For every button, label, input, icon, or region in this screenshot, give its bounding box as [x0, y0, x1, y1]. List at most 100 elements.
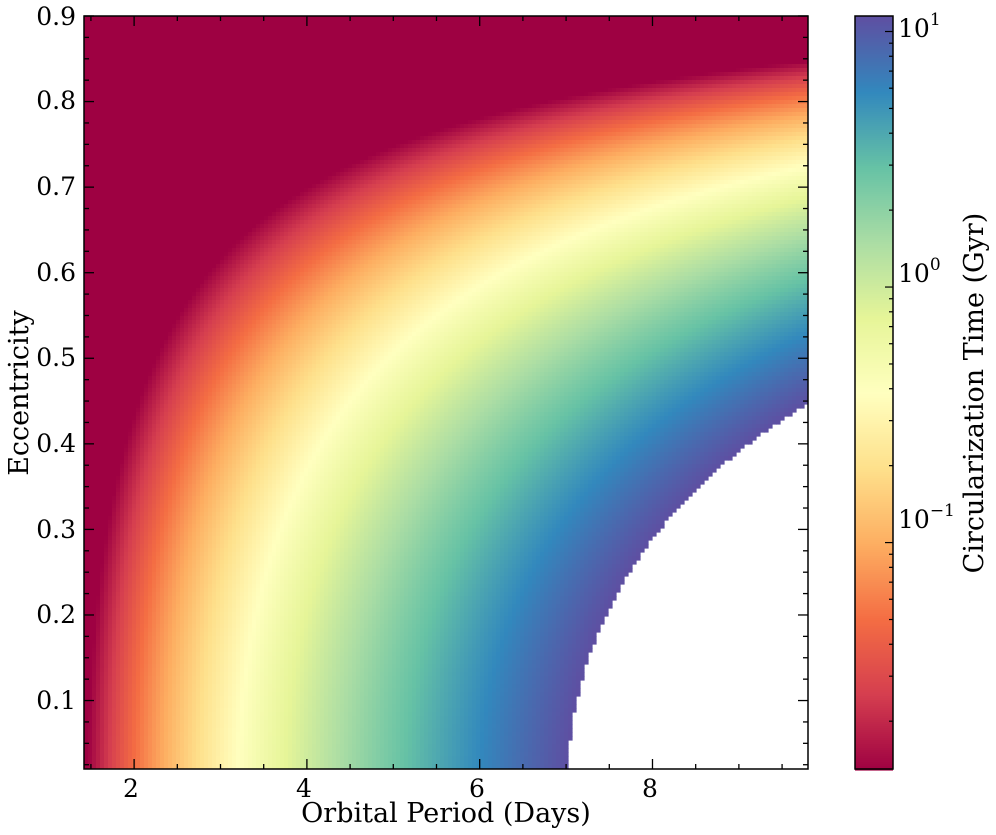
- heatmap-cell: [120, 364, 125, 369]
- heatmap-cell: [136, 632, 141, 637]
- heatmap-cell: [116, 524, 121, 529]
- heatmap-cell: [92, 728, 97, 733]
- heatmap-cell: [144, 568, 149, 573]
- heatmap-cell: [88, 576, 93, 581]
- heatmap-cell: [128, 584, 133, 589]
- heatmap-cell: [92, 760, 97, 765]
- heatmap-cell: [120, 348, 125, 353]
- heatmap-cell: [128, 264, 133, 269]
- heatmap-cell: [148, 176, 153, 181]
- heatmap-cell: [100, 532, 105, 537]
- heatmap-cell: [112, 684, 117, 689]
- heatmap-cell: [92, 640, 97, 645]
- heatmap-cell: [120, 92, 125, 97]
- heatmap-cell: [96, 240, 101, 245]
- heatmap-cell: [132, 76, 137, 81]
- heatmap-cell: [120, 316, 125, 321]
- heatmap-cell: [120, 704, 125, 709]
- heatmap-cell: [116, 220, 121, 225]
- heatmap-cell: [128, 32, 133, 37]
- heatmap-cell: [120, 460, 125, 465]
- heatmap-cell: [104, 584, 109, 589]
- heatmap-cell: [144, 692, 149, 697]
- heatmap-cell: [136, 492, 141, 497]
- heatmap-cell: [148, 96, 153, 101]
- heatmap-cell: [128, 616, 133, 621]
- heatmap-cell: [104, 136, 109, 141]
- heatmap-cell: [112, 576, 117, 581]
- heatmap-cell: [92, 104, 97, 109]
- heatmap-cell: [88, 456, 93, 461]
- heatmap-cell: [144, 200, 149, 205]
- heatmap-cell: [136, 356, 141, 361]
- heatmap-cell: [116, 208, 121, 213]
- heatmap-cell: [112, 264, 117, 269]
- heatmap-cell: [128, 120, 133, 125]
- heatmap-cell: [104, 560, 109, 565]
- heatmap-cell: [96, 576, 101, 581]
- heatmap-cell: [104, 516, 109, 521]
- heatmap-cell: [136, 280, 141, 285]
- heatmap-cell: [96, 192, 101, 197]
- heatmap-cell: [136, 552, 141, 557]
- heatmap-cell: [116, 424, 121, 429]
- heatmap-cell: [144, 712, 149, 717]
- heatmap-cell: [92, 476, 97, 481]
- heatmap-cell: [108, 444, 113, 449]
- heatmap-cell: [112, 448, 117, 453]
- heatmap-cell: [96, 116, 101, 121]
- heatmap-cell: [108, 664, 113, 669]
- heatmap-cell: [132, 180, 137, 185]
- heatmap-cell: [120, 764, 125, 769]
- heatmap-cell: [96, 68, 101, 73]
- heatmap-cell: [124, 724, 129, 729]
- heatmap-cell: [128, 600, 133, 605]
- heatmap-cell: [96, 152, 101, 157]
- heatmap-cell: [112, 600, 117, 605]
- heatmap-cell: [136, 568, 141, 573]
- heatmap-cell: [104, 712, 109, 717]
- heatmap-cell: [132, 340, 137, 345]
- heatmap-cell: [92, 480, 97, 485]
- heatmap-cell: [92, 628, 97, 633]
- heatmap-cell: [136, 576, 141, 581]
- heatmap-cell: [132, 40, 137, 45]
- heatmap-cell: [144, 320, 149, 325]
- heatmap-cell: [88, 44, 93, 49]
- heatmap-cell: [96, 604, 101, 609]
- heatmap-cell: [128, 132, 133, 137]
- heatmap-cell: [140, 452, 145, 457]
- heatmap-cell: [144, 420, 149, 425]
- heatmap-cell: [108, 280, 113, 285]
- heatmap-cell: [108, 176, 113, 181]
- heatmap-cell: [100, 528, 105, 533]
- heatmap-cell: [96, 628, 101, 633]
- heatmap-cell: [120, 136, 125, 141]
- heatmap-cell: [88, 600, 93, 605]
- heatmap-cell: [140, 428, 145, 433]
- heatmap-cell: [108, 500, 113, 505]
- heatmap-cell: [108, 668, 113, 673]
- heatmap-cell: [108, 404, 113, 409]
- heatmap-cell: [120, 44, 125, 49]
- heatmap-cell: [96, 176, 101, 181]
- heatmap-cell: [120, 528, 125, 533]
- heatmap-cell: [104, 176, 109, 181]
- heatmap-cell: [144, 484, 149, 489]
- heatmap-cell: [100, 384, 105, 389]
- heatmap-cell: [136, 536, 141, 541]
- heatmap-cell: [132, 188, 137, 193]
- heatmap-cell: [100, 704, 105, 709]
- heatmap-cell: [108, 592, 113, 597]
- heatmap-cell: [136, 628, 141, 633]
- heatmap-cell: [132, 512, 137, 517]
- heatmap-cell: [124, 140, 129, 145]
- heatmap-cell: [132, 516, 137, 521]
- heatmap-cell: [88, 104, 93, 109]
- heatmap-cell: [124, 372, 129, 377]
- heatmap-cell: [112, 144, 117, 149]
- heatmap-cell: [100, 84, 105, 89]
- heatmap-cell: [144, 644, 149, 649]
- heatmap-cell: [108, 172, 113, 177]
- heatmap-cell: [108, 284, 113, 289]
